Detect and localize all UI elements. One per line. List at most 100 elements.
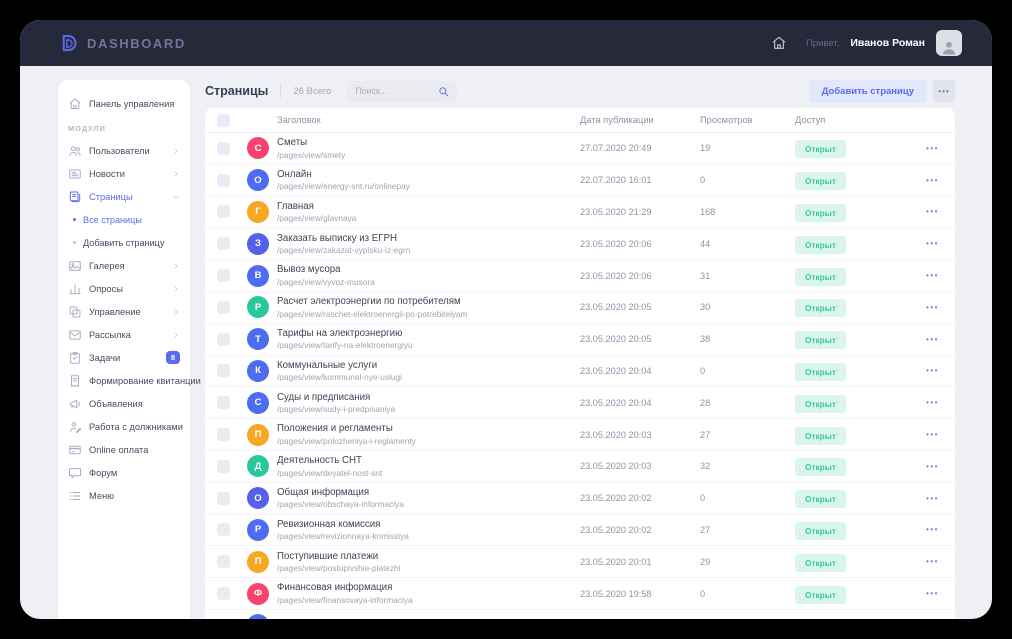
app-window: DASHBOARD Привет, Иванов Роман Панель уп… — [20, 20, 992, 619]
header-more-button[interactable]: ••• — [933, 80, 955, 102]
page-title-text[interactable]: Коммунальные услуги — [277, 359, 378, 371]
column-header-access: Доступ — [795, 115, 826, 125]
sidebar-item-menu[interactable]: Меню — [58, 484, 190, 507]
sidebar-item-online-payment[interactable]: Online оплата — [58, 438, 190, 461]
table-row: В Вывоз мусора /pages/view/vyvoz-musora … — [205, 260, 955, 292]
access-badge: Открыт — [795, 426, 846, 445]
views-count: 0 — [700, 588, 706, 599]
sidebar-item-dashboard[interactable]: Панель управления — [58, 92, 190, 115]
page-title: Страницы — [205, 84, 269, 98]
page-title-text[interactable]: Деятельность СНТ — [277, 455, 362, 467]
page-title-text[interactable]: Положения и регламенты — [277, 423, 393, 435]
row-checkbox[interactable] — [217, 555, 230, 569]
views-count: 44 — [700, 238, 711, 249]
row-checkbox[interactable] — [217, 173, 230, 187]
sidebar-item-mailing[interactable]: Рассылка — [58, 323, 190, 346]
row-menu-button[interactable]: ••• — [926, 334, 939, 344]
row-checkbox[interactable] — [217, 237, 230, 251]
page-path: /pages/view/postupivshie-platezhi — [277, 563, 401, 573]
sidebar-item-polls[interactable]: Опросы — [58, 277, 190, 300]
page-path: /pages/view/energy-snt.ru/onlinepay — [277, 181, 410, 192]
row-checkbox[interactable] — [217, 269, 230, 283]
row-checkbox[interactable] — [217, 205, 230, 219]
row-menu-button[interactable]: ••• — [926, 461, 939, 471]
row-menu-button[interactable]: ••• — [926, 175, 939, 185]
add-page-button[interactable]: Добавить страницу — [808, 79, 927, 103]
table-row: С Суды и предписания /pages/view/sudy-i-… — [205, 387, 955, 420]
page-title-text[interactable]: Ревизионная комиссия — [277, 518, 381, 530]
row-checkbox[interactable] — [217, 396, 230, 410]
row-checkbox[interactable] — [217, 300, 230, 314]
management-icon — [68, 305, 82, 319]
page-title-text[interactable]: Суды и предписания — [277, 391, 371, 403]
row-checkbox[interactable] — [217, 332, 230, 346]
page-title-text[interactable]: Общая информация — [277, 486, 370, 498]
row-menu-button[interactable]: ••• — [926, 557, 939, 567]
page-title-text[interactable]: Сметы — [277, 137, 308, 149]
row-menu-button[interactable]: ••• — [926, 430, 939, 440]
row-menu-button[interactable]: ••• — [926, 143, 939, 153]
row-menu-button[interactable]: ••• — [926, 207, 939, 217]
user-avatar[interactable] — [936, 30, 962, 56]
total-count: 26 Всего — [293, 85, 332, 97]
sidebar-item-gallery[interactable]: Галерея — [58, 254, 190, 277]
row-checkbox[interactable] — [217, 364, 230, 378]
page-title-text[interactable]: Расчет электроэнергии по потребителям — [277, 296, 461, 308]
page-title-text[interactable]: Вывоз мусора — [277, 264, 341, 276]
column-header-views: Просмотров — [700, 115, 753, 125]
sidebar-item-receipts[interactable]: Формирование квитанции — [58, 369, 201, 392]
page-avatar: Ф — [247, 582, 269, 605]
sidebar-item-announcements[interactable]: Объявления — [58, 392, 190, 415]
page-title-text[interactable]: Заказать выписку из ЕГРН — [277, 232, 397, 244]
app-logo[interactable]: DASHBOARD — [58, 33, 186, 54]
row-menu-button[interactable]: ••• — [926, 271, 939, 281]
search-input[interactable] — [355, 86, 433, 96]
row-menu-button[interactable]: ••• — [926, 493, 939, 503]
row-menu-button[interactable]: ••• — [926, 525, 939, 535]
page-title-text[interactable]: Онлайн — [277, 168, 312, 180]
sidebar-item-forum[interactable]: Форум — [58, 461, 190, 484]
row-checkbox[interactable] — [217, 459, 230, 473]
row-checkbox[interactable] — [217, 587, 230, 601]
row-checkbox[interactable] — [217, 141, 230, 155]
views-count: 32 — [700, 461, 711, 472]
page-avatar: О — [247, 487, 269, 510]
sidebar-item-pages[interactable]: Страницы — [58, 185, 190, 208]
access-badge: Открыт — [795, 521, 846, 540]
row-checkbox[interactable] — [217, 428, 230, 442]
publish-date: 23.05.2020 20:05 — [580, 334, 652, 345]
publish-date: 23.05.2020 19:58 — [580, 588, 652, 599]
page-title-text[interactable]: Тарифы на электроэнергию — [277, 327, 403, 339]
select-all-checkbox[interactable] — [217, 113, 230, 127]
page-avatar: Д — [247, 455, 269, 478]
sidebar-item-management[interactable]: Управление — [58, 300, 190, 323]
publish-date: 23.05.2020 20:03 — [580, 461, 652, 472]
row-menu-button[interactable]: ••• — [926, 302, 939, 312]
views-count: 38 — [700, 334, 711, 345]
row-menu-button[interactable]: ••• — [926, 398, 939, 408]
row-menu-button[interactable]: ••• — [926, 366, 939, 376]
publish-date: 27.07.2020 20:49 — [580, 143, 652, 154]
bullet-icon — [73, 241, 76, 244]
page-path: /pages/view/zakazat-vypisku-iz-egrn — [277, 245, 411, 256]
row-menu-button[interactable]: ••• — [926, 589, 939, 599]
row-menu-button[interactable]: ••• — [926, 239, 939, 249]
home-icon[interactable] — [771, 35, 787, 51]
access-badge: Открыт — [795, 394, 846, 413]
sidebar-nav: Панель управления МОДУЛИ Пользователи Но… — [58, 80, 201, 619]
search-icon[interactable] — [438, 86, 449, 97]
views-count: 19 — [700, 143, 711, 154]
sidebar-subitem-add-page[interactable]: Добавить страницу — [58, 231, 190, 254]
row-checkbox[interactable] — [217, 523, 230, 537]
table-row: Ф Финансовая информация /pages/view/fina… — [205, 578, 955, 610]
sidebar-subitem-all-pages[interactable]: Все страницы — [58, 208, 190, 231]
sidebar-item-news[interactable]: Новости — [58, 162, 190, 185]
sidebar-item-tasks[interactable]: Задачи 8 — [58, 346, 190, 369]
row-checkbox[interactable] — [217, 491, 230, 505]
page-title-text[interactable]: Поступившие платежи — [277, 550, 379, 562]
page-title-text[interactable]: Финансовая информация — [277, 582, 393, 594]
sidebar-item-users[interactable]: Пользователи — [58, 139, 190, 162]
sidebar-item-debtors[interactable]: Работа с должниками — [58, 415, 190, 438]
table-row: К Коммунальные услуги /pages/view/kommun… — [205, 356, 955, 388]
page-title-text[interactable]: Главная — [277, 200, 314, 212]
